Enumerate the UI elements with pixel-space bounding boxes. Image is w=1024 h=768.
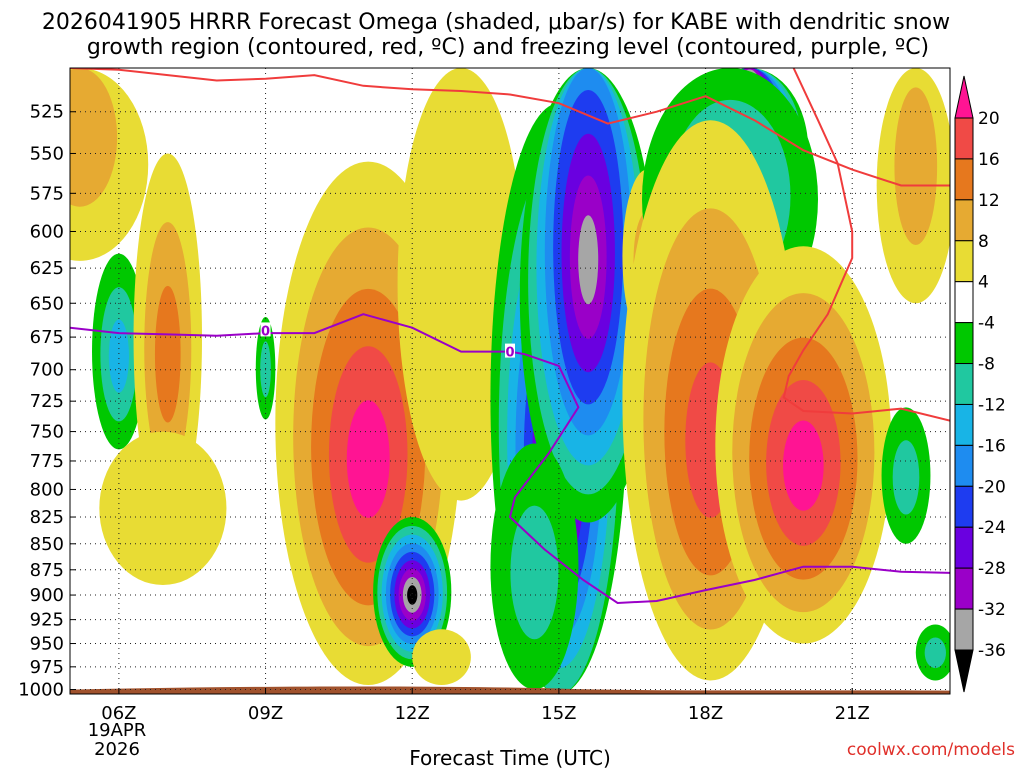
- omega-band-5-4: [346, 400, 390, 518]
- date-label-day: 19APR: [88, 720, 147, 741]
- omega-band-3-0: [99, 431, 227, 586]
- chart-title-line-1: 2026041905 HRRR Forecast Omega (shaded, …: [42, 10, 950, 35]
- y-tick-label-950: 950: [30, 634, 64, 655]
- y-tick-label-900: 900: [30, 585, 64, 606]
- freezing-label-bg-0: [260, 322, 271, 337]
- y-tick-label-725: 725: [30, 391, 64, 412]
- date-label-year: 2026: [94, 739, 140, 760]
- x-tick-label-0: 06Z: [101, 703, 136, 724]
- freezing-level-contour: [70, 313, 950, 605]
- colorbar-box-0: [954, 117, 974, 160]
- colorbar-label-11: -28: [978, 559, 1006, 579]
- colorbar: 20 16 12 8 4 -4 -8 -12 -16 -20 -24 -28 -32 -36: [954, 75, 1006, 693]
- colorbar-box-8: [954, 444, 974, 487]
- omega-band-2-2: [154, 285, 181, 423]
- colorbar-label-1: 16: [978, 150, 1000, 170]
- colorbar-label-3: 8: [978, 232, 989, 252]
- y-tick-label-600: 600: [30, 221, 64, 242]
- credit-text: coolwx.com/models: [847, 740, 1015, 760]
- omega-band-8-0: [412, 629, 471, 686]
- freezing-level-label-0: 0: [261, 324, 270, 339]
- colorbar-box-3: [954, 240, 974, 283]
- colorbar-label-9: -20: [978, 477, 1006, 497]
- freezing-label-bg-1: [505, 343, 515, 358]
- y-tick-label-625: 625: [30, 258, 64, 279]
- contours: 00: [70, 68, 950, 605]
- colorbar-box-10: [954, 526, 974, 569]
- x-tick-label-5: 21Z: [835, 703, 870, 724]
- omega-band-7-8: [407, 585, 418, 605]
- omega-shading: [70, 68, 950, 694]
- colorbar-label-6: -8: [978, 355, 995, 375]
- y-tick-label-525: 525: [30, 102, 64, 123]
- colorbar-box-9: [954, 485, 974, 528]
- y-tick-label-925: 925: [30, 610, 64, 631]
- colorbar-label-2: 12: [978, 191, 1000, 211]
- y-tick-label-650: 650: [30, 293, 64, 314]
- omega-band-18-1: [892, 440, 920, 515]
- colorbar-box-6: [954, 363, 974, 405]
- colorbar-label-13: -36: [978, 641, 1006, 661]
- colorbar-box-7: [954, 403, 974, 446]
- colorbar-label-4: 4: [978, 273, 989, 293]
- omega-band-1-2: [108, 319, 129, 393]
- terrain-fill: [70, 686, 950, 694]
- y-tick-label-825: 825: [30, 507, 64, 528]
- colorbar-box-11: [954, 567, 974, 610]
- dendritic-contour-upper: [70, 68, 950, 187]
- x-tick-label-3: 15Z: [541, 703, 576, 724]
- freezing-level-label-1: 0: [505, 346, 514, 361]
- x-tick-label-4: 18Z: [688, 703, 723, 724]
- omega-band-17-4: [783, 420, 824, 511]
- colorbar-label-8: -16: [978, 436, 1006, 456]
- x-tick-label-1: 09Z: [248, 703, 283, 724]
- dendritic-contour-lower: [782, 68, 950, 422]
- colorbar-bottom-triangle: [954, 649, 974, 693]
- y-tick-label-975: 975: [30, 657, 64, 678]
- colorbar-label-0: 20: [978, 109, 1000, 129]
- y-axis: 525 550 575 600 625 650 675 700 725 750 775 800 825 8…: [18, 102, 76, 701]
- colorbar-top-triangle: [954, 75, 974, 119]
- colorbar-label-7: -12: [978, 395, 1006, 415]
- x-tick-label-2: 12Z: [395, 703, 430, 724]
- colorbar-label-5: -4: [978, 314, 995, 334]
- colorbar-box-12: [954, 608, 974, 651]
- colorbar-box-1: [954, 158, 974, 201]
- omega-band-11-1: [510, 505, 559, 640]
- y-tick-label-700: 700: [30, 360, 64, 381]
- colorbar-label-12: -32: [978, 600, 1006, 620]
- y-tick-label-775: 775: [30, 451, 64, 472]
- y-tick-label-750: 750: [30, 422, 64, 443]
- y-tick-label-875: 875: [30, 560, 64, 581]
- x-axis-label: Forecast Time (UTC): [409, 746, 611, 768]
- y-tick-label-675: 675: [30, 327, 64, 348]
- y-tick-label-1000: 1000: [18, 680, 64, 701]
- colorbar-box-2: [954, 199, 974, 242]
- omega-band-20-1: [924, 637, 946, 669]
- y-tick-label-575: 575: [30, 183, 64, 204]
- plot-frame: [69, 67, 951, 695]
- omega-band-0-1: [70, 68, 118, 207]
- y-tick-label-850: 850: [30, 534, 64, 555]
- omega-band-19-1: [894, 87, 938, 245]
- chart-title-line-2: growth region (contoured, red, ºC) and f…: [87, 35, 929, 60]
- grid: [70, 68, 950, 694]
- y-tick-label-800: 800: [30, 479, 64, 500]
- omega-band-10-7: [578, 215, 599, 305]
- y-tick-label-550: 550: [30, 143, 64, 164]
- colorbar-label-10: -24: [978, 518, 1006, 538]
- colorbar-box-5: [954, 322, 974, 365]
- terrain-surface: [70, 686, 950, 694]
- x-axis: 06Z 09Z 12Z 15Z 18Z 21Z: [101, 688, 870, 724]
- colorbar-box-4: [954, 281, 974, 324]
